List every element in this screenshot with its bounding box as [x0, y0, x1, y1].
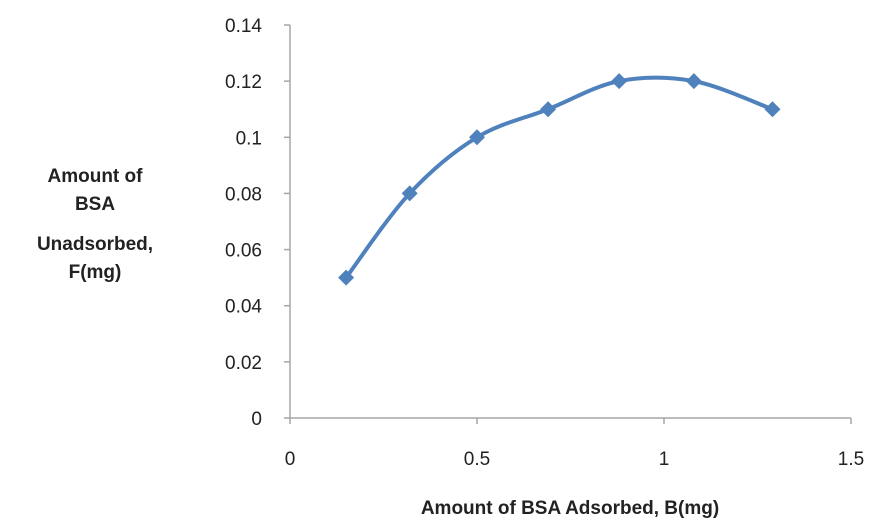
y-axis-label-line-1: Amount of — [48, 166, 144, 187]
y-axis-label-line-4: F(mg) — [69, 262, 122, 283]
y-tick-label: 0.14 — [225, 16, 262, 37]
y-axis-label-line-2: BSA — [75, 194, 115, 215]
y-tick-label: 0.12 — [225, 72, 262, 93]
x-axis-label: Amount of BSA Adsorbed, B(mg) — [421, 498, 719, 519]
data-point — [401, 185, 418, 202]
y-tick-label: 0.1 — [236, 128, 262, 149]
y-tick-label: 0 — [251, 409, 262, 430]
y-axis-label-line-3: Unadsorbed, — [37, 234, 153, 255]
x-tick-label: 0.5 — [464, 449, 490, 470]
axes — [284, 24, 852, 424]
series-line — [344, 75, 775, 280]
y-tick-label: 0.04 — [225, 297, 262, 318]
y-tick-label: 0.08 — [225, 184, 262, 205]
x-tick-label: 0 — [285, 449, 296, 470]
y-tick-label: 0.06 — [225, 241, 262, 262]
data-markers — [338, 73, 781, 286]
data-point — [469, 129, 485, 146]
data-point — [685, 73, 702, 90]
x-tick-label: 1 — [659, 449, 670, 470]
y-tick-labels: 0 0.02 0.04 0.06 0.08 0.1 0.12 0.14 — [225, 16, 262, 430]
data-point — [540, 101, 557, 118]
data-point — [764, 101, 781, 118]
data-point — [338, 269, 355, 286]
x-tick-label: 1.5 — [838, 449, 864, 470]
data-point — [611, 73, 628, 90]
y-tick-label: 0.02 — [225, 353, 262, 374]
x-tick-labels: 0 0.5 1 1.5 — [285, 449, 865, 470]
